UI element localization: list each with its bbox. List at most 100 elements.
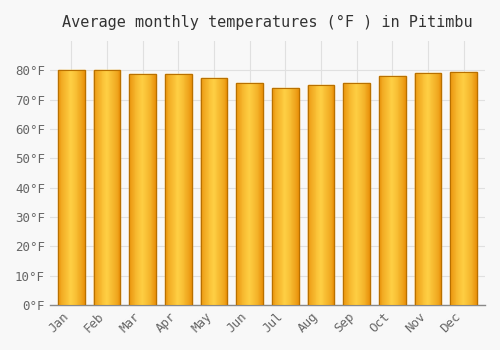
Bar <box>205 78 206 305</box>
Bar <box>418 73 419 305</box>
Bar <box>94 70 96 305</box>
Bar <box>369 83 370 305</box>
Bar <box>189 74 190 305</box>
Bar <box>345 83 346 305</box>
Bar <box>97 70 98 305</box>
Bar <box>248 83 250 305</box>
Bar <box>308 85 310 305</box>
Bar <box>430 73 432 305</box>
Bar <box>324 85 326 305</box>
Bar <box>460 72 461 305</box>
Bar <box>239 83 240 305</box>
Bar <box>368 83 369 305</box>
Bar <box>244 83 245 305</box>
Bar <box>106 70 107 305</box>
Bar <box>379 76 406 305</box>
Bar <box>65 70 66 305</box>
Bar <box>182 74 184 305</box>
Bar <box>215 78 216 305</box>
Bar <box>115 70 116 305</box>
Bar <box>140 74 141 305</box>
Bar <box>282 88 284 305</box>
Bar <box>464 72 466 305</box>
Bar <box>316 85 318 305</box>
Bar <box>380 76 382 305</box>
Bar <box>364 83 366 305</box>
Bar <box>60 70 62 305</box>
Bar <box>179 74 180 305</box>
Bar <box>247 83 248 305</box>
Bar <box>150 74 152 305</box>
Bar <box>221 78 222 305</box>
Bar <box>165 74 166 305</box>
Bar <box>152 74 154 305</box>
Bar <box>350 83 351 305</box>
Bar <box>434 73 435 305</box>
Bar <box>355 83 356 305</box>
Bar <box>110 70 112 305</box>
Bar <box>240 83 242 305</box>
Bar <box>311 85 312 305</box>
Bar <box>428 73 429 305</box>
Bar <box>459 72 460 305</box>
Bar <box>207 78 208 305</box>
Bar <box>472 72 474 305</box>
Bar <box>134 74 136 305</box>
Bar <box>58 70 59 305</box>
Bar <box>242 83 244 305</box>
Bar <box>133 74 134 305</box>
Bar <box>75 70 76 305</box>
Bar <box>216 78 218 305</box>
Bar <box>352 83 353 305</box>
Bar <box>332 85 334 305</box>
Bar <box>273 88 274 305</box>
Bar <box>279 88 280 305</box>
Bar <box>329 85 330 305</box>
Bar <box>72 70 73 305</box>
Bar <box>63 70 64 305</box>
Bar <box>386 76 387 305</box>
Bar <box>404 76 406 305</box>
Bar <box>474 72 475 305</box>
Bar <box>343 83 344 305</box>
Bar <box>213 78 214 305</box>
Bar <box>130 74 131 305</box>
Bar <box>131 74 132 305</box>
Bar <box>314 85 316 305</box>
Bar <box>105 70 106 305</box>
Bar <box>403 76 404 305</box>
Bar <box>96 70 97 305</box>
Bar <box>451 72 452 305</box>
Bar <box>289 88 290 305</box>
Bar <box>210 78 212 305</box>
Bar <box>476 72 477 305</box>
Bar <box>363 83 364 305</box>
Bar <box>424 73 426 305</box>
Bar <box>453 72 454 305</box>
Bar <box>181 74 182 305</box>
Bar <box>452 72 453 305</box>
Bar <box>346 83 347 305</box>
Bar <box>184 74 186 305</box>
Bar <box>470 72 472 305</box>
Bar <box>382 76 384 305</box>
Bar <box>402 76 403 305</box>
Bar <box>469 72 470 305</box>
Bar <box>466 72 467 305</box>
Bar <box>319 85 320 305</box>
Bar <box>138 74 139 305</box>
Bar <box>223 78 224 305</box>
Bar <box>327 85 328 305</box>
Bar <box>392 76 393 305</box>
Bar <box>272 88 298 305</box>
Bar <box>237 83 238 305</box>
Bar <box>322 85 324 305</box>
Bar <box>388 76 390 305</box>
Bar <box>100 70 102 305</box>
Bar <box>421 73 422 305</box>
Bar <box>82 70 83 305</box>
Bar <box>343 83 370 305</box>
Bar <box>64 70 65 305</box>
Bar <box>262 83 263 305</box>
Bar <box>129 74 130 305</box>
